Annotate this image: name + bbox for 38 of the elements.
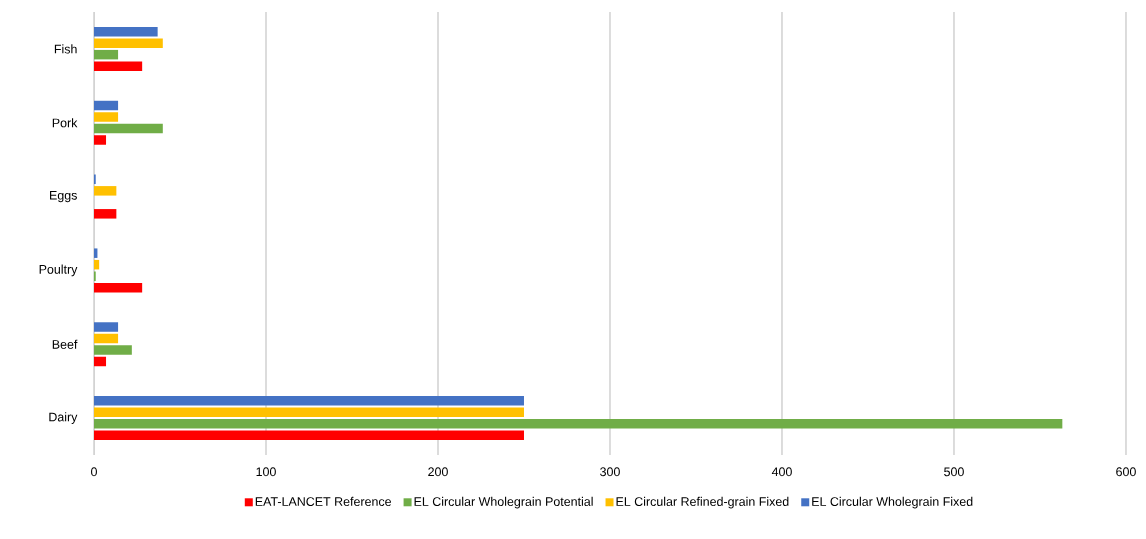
x-tick-label: 500 [944, 467, 964, 477]
x-tick-label: 600 [1116, 467, 1136, 477]
bar [94, 407, 524, 418]
y-tick-label: Poultry [39, 264, 78, 277]
bar [94, 186, 117, 196]
y-tick-label: Pork [52, 118, 78, 128]
x-tick-label: 300 [600, 467, 620, 477]
bar [94, 100, 119, 111]
bar [94, 38, 163, 48]
y-tick-label: Beef [52, 339, 78, 349]
bar [94, 345, 132, 355]
y-tick-label: Fish [54, 44, 77, 54]
bar [94, 26, 158, 37]
legend-label: EL Circular Wholegrain Fixed [812, 496, 973, 509]
bar [94, 49, 119, 60]
bar [94, 123, 163, 134]
bar [94, 135, 107, 145]
legend-label: EL Circular Refined-grain Fixed [616, 496, 789, 509]
bar [94, 248, 98, 258]
legend-label: EL Circular Wholegrain Potential [414, 496, 593, 509]
bar [94, 61, 143, 71]
y-tick-label: Dairy [49, 412, 78, 424]
bar [94, 356, 107, 367]
x-tick-label: 0 [91, 467, 97, 477]
bar [94, 396, 524, 406]
bar [94, 322, 119, 332]
legend-label: EAT-LANCET Reference [255, 496, 392, 506]
bar [94, 333, 119, 344]
bar [94, 259, 100, 270]
y-tick-label: Eggs [50, 191, 77, 203]
x-tick-label: 400 [771, 467, 792, 477]
bar [94, 209, 117, 219]
x-tick-label: 200 [428, 467, 448, 477]
bar [94, 282, 143, 293]
x-tick-label: 100 [256, 467, 276, 477]
bar [94, 430, 524, 441]
bar [94, 112, 119, 122]
bar [94, 419, 1063, 429]
